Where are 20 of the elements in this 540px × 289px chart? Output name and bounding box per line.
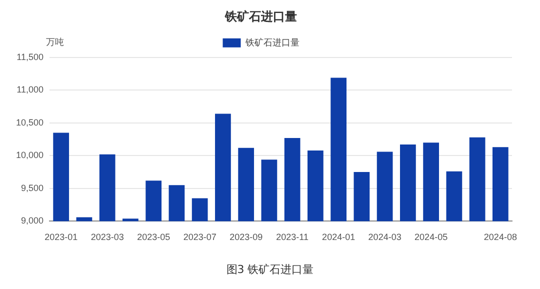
x-tick-label: 2024-05 xyxy=(414,232,448,242)
x-tick-label: 2023-07 xyxy=(183,232,216,242)
x-tick-label: 2023-09 xyxy=(230,232,263,242)
x-tick-label: 2024-03 xyxy=(368,232,402,242)
y-tick-label: 11,000 xyxy=(16,84,44,95)
y-axis-title: 万吨 xyxy=(46,36,64,49)
x-tick-label: 2023-05 xyxy=(137,232,170,242)
x-tick-label: 2024-08 xyxy=(484,232,517,242)
y-tick-label: 10,500 xyxy=(16,117,44,128)
x-tick-label: 2023-11 xyxy=(276,232,309,242)
legend-label: 铁矿石进口量 xyxy=(244,37,300,48)
y-tick-label: 9,000 xyxy=(20,216,44,226)
y-tick-label: 9,500 xyxy=(20,182,44,193)
y-tick-label: 11,500 xyxy=(16,52,44,62)
y-tick-label: 10,000 xyxy=(16,150,44,160)
x-tick-label: 2023-01 xyxy=(44,232,78,242)
x-tick-label: 2023-03 xyxy=(90,232,124,242)
chart-title: 铁矿石进口量 xyxy=(224,9,297,24)
x-tick-label: 2024-01 xyxy=(322,232,356,242)
caption: 图3 铁矿石进口量 xyxy=(225,262,315,277)
